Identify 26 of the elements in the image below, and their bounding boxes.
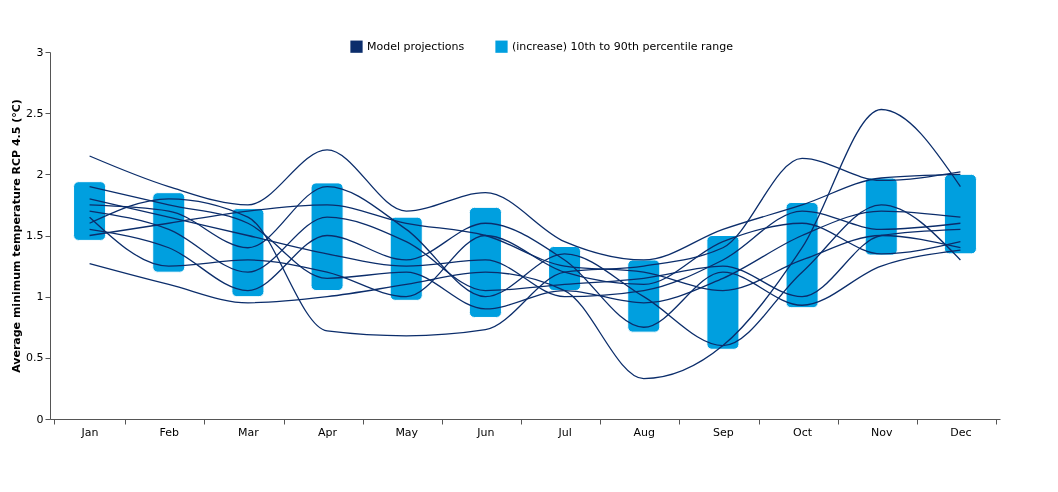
x-tick-label: Jul [557,425,572,439]
y-tick-label: 2 [36,167,44,181]
y-tick-label: 0.5 [26,351,44,365]
x-tick-label: Nov [871,425,893,439]
y-axis-title: Average minimum temperature RCP 4.5 (°C) [10,99,24,373]
bar [73,181,107,241]
x-tick-label: Oct [793,425,813,439]
y-tick-label: 1.5 [26,229,44,242]
y-tick-label: 0 [36,412,44,426]
x-tick-label: Dec [950,425,972,439]
x-tick-label: Aug [633,425,655,439]
y-tick-label: 1 [36,290,44,304]
y-tick-label: 2.5 [26,106,44,120]
x-tick-label: Apr [318,425,338,439]
x-tick-label: Sep [713,425,734,439]
x-tick-label: May [395,425,419,439]
x-tick-label: Jun [476,425,495,439]
x-tick-label: Feb [159,425,179,439]
y-tick-label: 3 [36,45,44,59]
line-series [88,108,962,380]
x-tick-label: Mar [238,425,260,439]
legend-label: Model projections [367,39,465,53]
bar [943,173,977,255]
legend-label: (increase) 10th to 90th percentile range [512,39,734,53]
x-tick-label: Jan [80,425,99,439]
bar [468,206,502,318]
